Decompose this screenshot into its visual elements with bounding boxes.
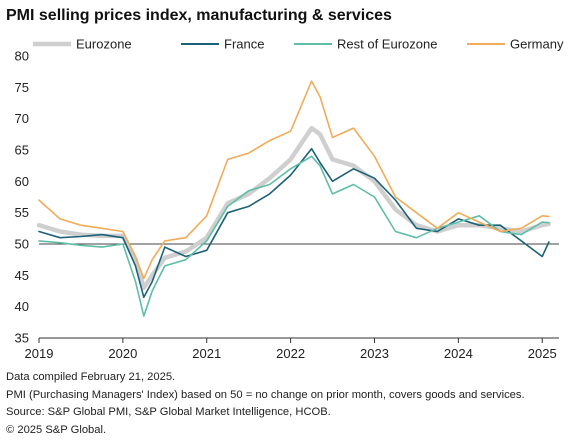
series-line-france: [38, 147, 550, 299]
x-tick-label: 2025: [528, 346, 557, 361]
note-source: Source: S&P Global PMI, S&P Global Marke…: [6, 406, 331, 418]
y-tick-label: 50: [15, 237, 29, 252]
note-definition: PMI (Purchasing Managers' Index) based o…: [6, 388, 525, 401]
x-tick-label: 2019: [25, 346, 54, 361]
x-tick-label: 2021: [192, 346, 221, 361]
y-tick-label: 70: [15, 111, 29, 126]
legend-label: France: [224, 37, 264, 52]
x-tick-label: 2023: [360, 346, 389, 361]
y-tick-label: 40: [15, 299, 29, 314]
x-axis: 2019 2020 2021 2022 2023 2024 2025: [25, 337, 559, 361]
series-lines: [36, 80, 552, 317]
legend-label: Germany: [510, 37, 564, 52]
x-tick-label: 2022: [276, 346, 305, 361]
y-tick-label: 55: [15, 205, 29, 220]
series-line-rest-of-eurozone: [38, 155, 550, 317]
line-chart: Eurozone France Rest of Eurozone Germany 35…: [15, 37, 564, 362]
y-axis: 35 40 45 50 55 60 65 70 75 80: [15, 49, 29, 346]
x-tick-label: 2024: [444, 346, 473, 361]
note-compiled: Data compiled February 21, 2025.: [6, 371, 176, 383]
series-line-eurozone: [36, 125, 552, 291]
y-tick-label: 65: [15, 143, 29, 158]
y-tick-label: 80: [15, 49, 29, 64]
x-tick-label: 2020: [108, 346, 137, 361]
legend-label: Rest of Eurozone: [337, 37, 437, 52]
y-tick-label: 45: [15, 268, 29, 283]
chart-title: PMI selling prices index, manufacturing …: [6, 7, 392, 24]
series-line-germany: [38, 80, 550, 280]
y-tick-label: 75: [15, 80, 29, 95]
legend-label: Eurozone: [76, 37, 132, 52]
y-tick-label: 60: [15, 174, 29, 189]
y-tick-label: 35: [15, 331, 29, 346]
chart-notes: Data compiled February 21, 2025. PMI (Pu…: [6, 369, 525, 439]
note-copyright: © 2025 S&P Global.: [6, 423, 107, 436]
legend: Eurozone France Rest of Eurozone Germany: [33, 37, 564, 52]
